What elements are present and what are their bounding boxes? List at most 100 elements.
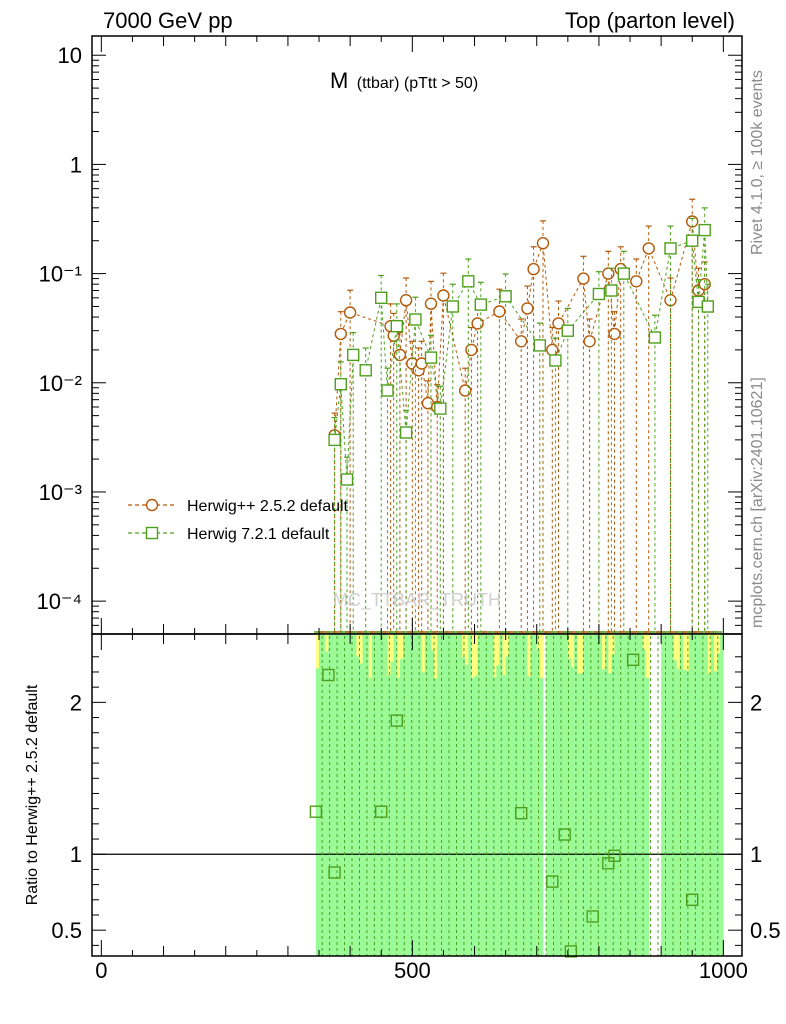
legend: Herwig++ 2.5.2 default Herwig 7.2.1 defa… — [128, 498, 349, 543]
ratio-band-green — [362, 634, 366, 956]
ratio-band-green — [555, 634, 559, 956]
ratio-band-green — [521, 634, 525, 956]
ratio-band-green — [577, 673, 581, 956]
legend-label-herwig-pp: Herwig++ 2.5.2 default — [187, 498, 349, 515]
ratio-band-green — [686, 670, 690, 956]
legend-entry-herwig-7: Herwig 7.2.1 default — [128, 526, 330, 543]
ratio-band-green — [707, 673, 712, 956]
x-tick-label: 1000 — [699, 958, 748, 983]
ratio-band-green — [661, 634, 665, 956]
main-data-layer — [314, 198, 723, 633]
ratio-band-green — [536, 649, 541, 956]
ratio-band-green — [580, 673, 584, 956]
x-tick-label: 500 — [394, 958, 431, 983]
data-point-herwig-pp — [527, 262, 540, 276]
ratio-point — [626, 653, 640, 666]
ratio-band-green — [670, 634, 674, 956]
ratio-band-green — [623, 634, 628, 956]
ratio-band-green — [511, 634, 516, 956]
ratio-band-green — [356, 656, 360, 956]
data-point-herwig-7 — [648, 331, 662, 344]
data-point-herwig-7 — [381, 384, 394, 397]
ratio-band-green — [331, 634, 335, 956]
y-tick-label: 1 — [70, 152, 82, 177]
ratio-band-green — [710, 634, 715, 956]
ratio-band-green — [459, 634, 463, 956]
ratio-band-green — [480, 634, 485, 956]
ratio-band-green — [502, 675, 506, 956]
data-point-herwig-pp — [459, 384, 472, 397]
rivet-version-label: Rivet 4.1.0, ≥ 100k events — [749, 70, 766, 255]
ratio-band-green — [322, 634, 326, 956]
ratio-band-green — [570, 666, 575, 956]
ratio-band-green — [546, 634, 550, 956]
legend-entry-herwig-pp: Herwig++ 2.5.2 default — [128, 498, 349, 515]
ratio-band-green — [390, 661, 394, 956]
ratio-point — [602, 857, 615, 870]
ratio-band-green — [695, 634, 699, 956]
ratio-band-green — [443, 634, 447, 956]
ratio-band-green — [406, 634, 410, 956]
ratio-band-green — [630, 634, 634, 956]
ratio-band-green — [378, 634, 382, 956]
ratio-band-green — [434, 678, 438, 956]
ratio-band-green — [720, 634, 724, 956]
data-point-herwig-7 — [617, 267, 630, 280]
legend-label-herwig-7: Herwig 7.2.1 default — [187, 526, 330, 543]
ratio-band-green — [446, 634, 450, 956]
y-tick-label: 10 — [58, 43, 82, 68]
legend-marker-herwig-7 — [145, 526, 159, 540]
ratio-band-green — [437, 634, 441, 956]
ratio-band-green — [455, 634, 460, 956]
ratio-band-green — [343, 634, 348, 956]
ratio-band-green — [508, 634, 513, 956]
ratio-band-green — [614, 634, 618, 956]
ratio-band-green — [353, 634, 357, 956]
x-tick-label: 0 — [95, 958, 107, 983]
ratio-tick-label-right: 0.5 — [750, 918, 781, 943]
ratio-band-green — [465, 664, 469, 956]
ratio-band-green — [598, 634, 603, 956]
ratio-band-green — [421, 672, 426, 956]
ratio-point — [686, 893, 699, 906]
data-point-herwig-7 — [359, 364, 372, 377]
mcplots-reference-label: mcplots.cern.ch [arXiv:2401.10621] — [749, 377, 766, 628]
data-point-herwig-7 — [347, 348, 360, 362]
ratio-band-green — [347, 634, 351, 956]
data-point-herwig-pp — [608, 327, 621, 341]
ratio-band-green — [549, 634, 553, 956]
ratio-band-green — [714, 671, 718, 956]
data-point-herwig-7 — [686, 234, 699, 247]
y-tick-label: 10⁻³ — [39, 480, 82, 505]
data-point-herwig-7 — [434, 402, 447, 415]
data-point-herwig-pp — [424, 297, 438, 310]
data-point-herwig-7 — [499, 290, 512, 303]
ratio-point — [328, 866, 341, 879]
energy-label: 7000 GeV pp — [103, 8, 233, 33]
ratio-band-green — [409, 634, 413, 956]
ratio-band-green — [384, 634, 388, 956]
ratio-band-green — [471, 678, 475, 956]
ratio-tick-label-left: 1 — [70, 842, 82, 867]
ratio-band-green — [371, 634, 376, 956]
data-point-herwig-pp — [465, 343, 478, 357]
data-point-herwig-pp — [515, 335, 528, 348]
ratio-tick-label-left: 2 — [70, 690, 82, 715]
ratio-band-green — [493, 677, 497, 956]
ratio-point — [515, 807, 528, 820]
ratio-band-green — [617, 634, 621, 956]
ratio-band-green — [381, 634, 385, 956]
ratio-band-green — [692, 634, 696, 956]
ratio-band-green — [679, 634, 684, 956]
ratio-band-green — [393, 634, 398, 956]
data-point-herwig-7 — [399, 426, 413, 439]
ratio-band-green — [539, 677, 544, 956]
ratio-band-green — [698, 634, 702, 956]
ratio-axis-label: Ratio to Herwig++ 2.5.2 default — [24, 684, 41, 905]
ratio-band-green — [359, 663, 363, 956]
data-point-herwig-pp — [602, 267, 615, 280]
ratio-band-green — [602, 669, 606, 956]
ratio-panel-frame — [91, 633, 743, 957]
ratio-band-green — [412, 634, 416, 956]
ratio-band-green — [490, 634, 494, 956]
